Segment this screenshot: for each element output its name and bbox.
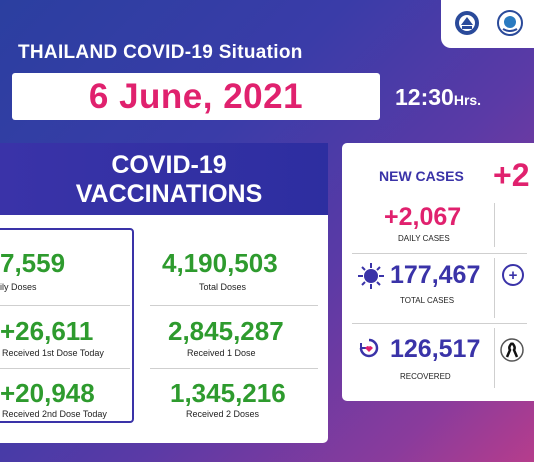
second-dose-today-value: +20,948 [0,378,95,408]
recovered-value: 126,517 [390,335,481,363]
medical-cross-icon: + [502,264,524,286]
report-date: 6 June, 2021 [88,76,304,116]
recovered-label: RECOVERED [400,372,451,381]
first-dose-today-label: Received 1st Dose Today [2,348,104,358]
divider [150,368,318,369]
second-dose-today-label: Received 2nd Dose Today [2,409,107,419]
new-cases-value: +2 [493,157,530,193]
daily-doses-value: 7,559 [0,248,66,278]
divider [352,253,527,254]
vaccinations-title-line1: COVID-19 [111,151,227,179]
daily-doses-box [0,228,134,423]
first-dose-total-label: Received 1 Dose [187,348,256,358]
total-doses-value: 4,190,503 [162,248,278,278]
new-cases-label: NEW CASES [379,168,464,184]
department-seal-icon [497,10,523,36]
logo-panel [441,0,534,48]
total-cases-label: TOTAL CASES [400,296,455,305]
date-banner: 6 June, 2021 [12,73,380,120]
total-doses-label: Total Doses [199,282,247,292]
first-dose-total-value: 2,845,287 [168,316,284,346]
second-dose-total-value: 1,345,216 [170,378,286,408]
report-time: 12:30Hrs. [395,84,481,111]
divider [352,323,527,324]
divider [0,368,130,369]
divider [494,203,495,247]
daily-doses-label: ily Doses [0,282,37,292]
virus-icon [358,263,384,289]
vaccinations-title-line2: VACCINATIONS [75,180,263,208]
time-unit: Hrs. [453,92,482,108]
daily-cases-label: DAILY CASES [398,234,450,243]
divider [494,328,495,388]
first-dose-today-value: +26,611 [0,316,94,346]
mourning-ribbon-icon [500,338,524,362]
divider [150,305,318,306]
ministry-seal-icon [455,11,479,35]
divider [494,258,495,318]
daily-cases-value: +2,067 [384,203,462,231]
vaccinations-card: COVID-19 VACCINATIONS [0,143,328,443]
recovered-icon [359,338,379,358]
vaccinations-header: COVID-19 VACCINATIONS [0,143,328,215]
total-cases-value: 177,467 [390,261,481,289]
time-value: 12:30 [395,84,454,110]
cases-card: NEW CASES +2 +2,067 DAILY CASES 177,467 … [342,143,534,401]
second-dose-total-label: Received 2 Doses [186,409,260,419]
page-title: THAILAND COVID-19 Situation [18,42,303,63]
divider [0,305,130,306]
